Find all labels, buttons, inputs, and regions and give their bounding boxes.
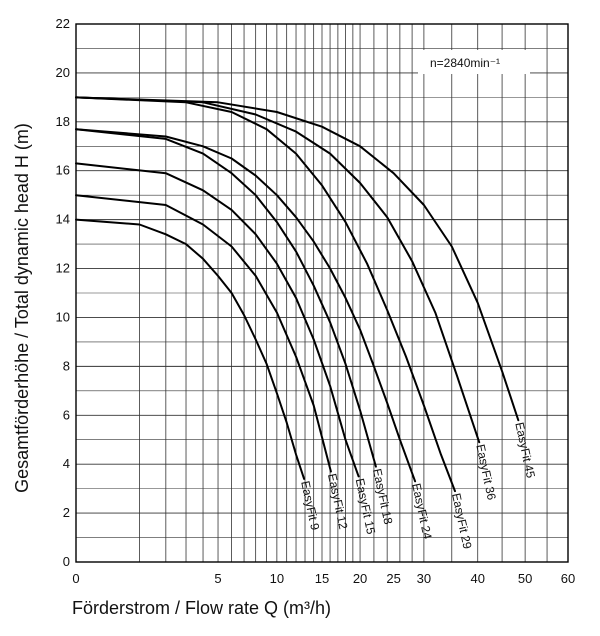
plot-frame [75, 23, 569, 563]
curves [75, 96, 520, 493]
x-tick-label: 50 [518, 571, 532, 586]
x-tick-label: 15 [315, 571, 329, 586]
x-tick-label: 40 [470, 571, 484, 586]
y-tick-label: 20 [56, 65, 70, 80]
y-axis-title: Gesamtförderhöhe / Total dynamic head H … [12, 123, 32, 493]
tick-labels: 0 2 4 6 8 10 12 14 16 18 20 22 0 5 10 15 20 25 30 40 50 60 [56, 16, 576, 586]
series-label: EasyFit 36 [473, 443, 499, 502]
y-tick-label: 10 [56, 309, 70, 324]
x-tick-label: 30 [417, 571, 431, 586]
y-tick-label: 4 [63, 456, 70, 471]
series-line [75, 162, 360, 478]
series-line [75, 194, 332, 473]
x-tick-label: 5 [214, 571, 221, 586]
y-tick-label: 16 [56, 163, 70, 178]
y-tick-label: 8 [63, 358, 70, 373]
series-label: EasyFit 9 [298, 480, 322, 532]
grid [75, 23, 569, 563]
series-label: EasyFit 12 [325, 472, 351, 531]
series-label: EasyFit 45 [512, 421, 538, 480]
annotation-box-group: n=2840min⁻¹ [418, 50, 530, 74]
series-line [75, 128, 417, 483]
y-tick-label: 2 [63, 505, 70, 520]
series-line [75, 96, 520, 422]
series-line [75, 96, 481, 444]
x-tick-label: 10 [270, 571, 284, 586]
series-label: EasyFit 29 [449, 492, 475, 551]
x-tick-label: 25 [386, 571, 400, 586]
y-tick-label: 6 [63, 407, 70, 422]
y-tick-label: 14 [56, 212, 70, 227]
y-tick-label: 18 [56, 114, 70, 129]
x-tick-label: 0 [72, 571, 79, 586]
series-line [75, 128, 377, 468]
speed-annotation: n=2840min⁻¹ [430, 56, 500, 70]
x-tick-label: 60 [561, 571, 575, 586]
series-label: EasyFit 24 [409, 482, 435, 541]
x-axis-title: Förderstrom / Flow rate Q (m³/h) [72, 598, 331, 618]
y-tick-label: 12 [56, 261, 70, 276]
annotation-box [418, 50, 530, 74]
y-tick-label: 22 [56, 16, 70, 31]
series-line [75, 218, 306, 480]
x-tick-label: 20 [353, 571, 367, 586]
series-line [75, 96, 456, 493]
y-tick-label: 0 [63, 554, 70, 569]
